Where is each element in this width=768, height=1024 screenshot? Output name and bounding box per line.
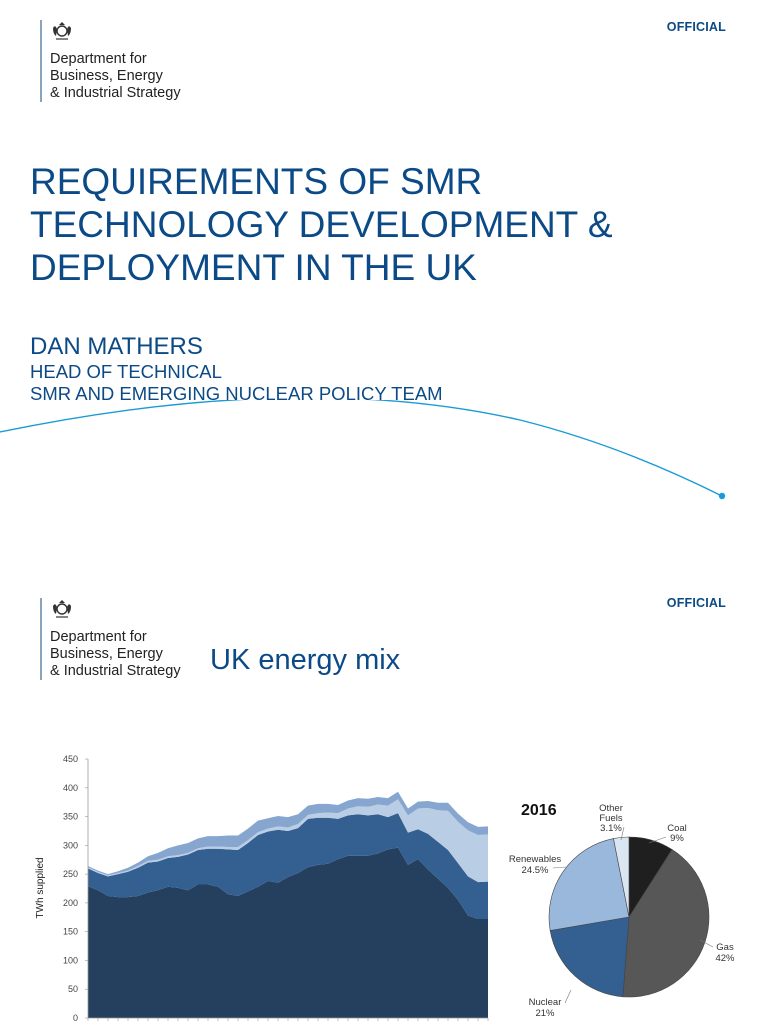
y-axis-label: TWh supplied [35,857,46,918]
y-tick-label: 350 [63,812,78,822]
logo-divider [40,598,42,680]
dept-line-3: & Industrial Strategy [50,663,181,679]
slide-title: UK energy mix [210,644,401,676]
presentation-title: REQUIREMENTS OF SMR TECHNOLOGY DEVELOPME… [30,160,613,289]
dept-line-2: Business, Energy [50,68,163,84]
dept-line-1: Department for [50,629,147,645]
dept-line-2: Business, Energy [50,646,163,662]
y-tick-label: 400 [63,783,78,793]
y-tick-label: 450 [63,754,78,764]
logo-divider [40,20,42,102]
pie-label-renewables: Renewables 24.5% [509,854,562,876]
pie-label-other: Other Fuels 3.1% [599,803,623,834]
y-tick-label: 300 [63,840,78,850]
title-line-2: TECHNOLOGY DEVELOPMENT & [30,204,613,245]
y-tick-label: 150 [63,927,78,937]
y-tick-label: 200 [63,898,78,908]
presenter-name: DAN MATHERS [30,333,203,360]
bei-logo: Department for Business, Energy & Indust… [40,598,181,680]
title-slide: Department for Business, Energy & Indust… [0,20,726,500]
pie-label-nuclear: Nuclear 21% [529,997,562,1019]
dept-line-1: Department for [50,51,147,67]
y-tick-label: 250 [63,869,78,879]
presenter-block: DAN MATHERS HEAD OF TECHNICAL SMR AND EM… [30,333,443,405]
title-line-1: REQUIREMENTS OF SMR [30,161,483,202]
y-tick-label: 100 [63,955,78,965]
title-line-3: DEPLOYMENT IN THE UK [30,247,477,288]
classification-label: OFFICIAL [666,20,726,34]
bei-logo: Department for Business, Energy & Indust… [40,20,181,102]
arc-end-dot [718,492,726,500]
energy-mix-slide: Department for Business, Energy & Indust… [0,580,768,1024]
pie-slice-renewables [548,838,630,931]
classification-label: OFFICIAL [666,596,726,610]
y-tick-label: 50 [68,984,78,994]
charts-area: 0 50 100 150 200 250 300 350 400 450 TWh supplied… [35,754,735,1023]
y-tick-label: 0 [73,1013,78,1023]
pie-label-gas: Gas 42% [715,942,735,964]
royal-crest-icon [53,22,71,40]
royal-crest-icon [53,600,71,618]
decorative-arc [0,400,726,500]
pie-chart: 2016 Other Fuels 3.1% Coal 9% Renewables 24.… [509,802,735,1019]
area-series-nuclear [88,813,488,920]
pie-label-coal: Coal 9% [667,823,687,844]
presenter-role: HEAD OF TECHNICAL [30,361,222,382]
pie-slice-nuclear [549,916,630,998]
stacked-area-chart: 0 50 100 150 200 250 300 350 400 450 TWh supplied [35,754,489,1023]
pie-slice-other-fuels [613,836,630,918]
dept-line-3: & Industrial Strategy [50,85,181,101]
pie-title: 2016 [521,802,557,819]
presenter-team: SMR AND EMERGING NUCLEAR POLICY TEAM [30,383,443,404]
